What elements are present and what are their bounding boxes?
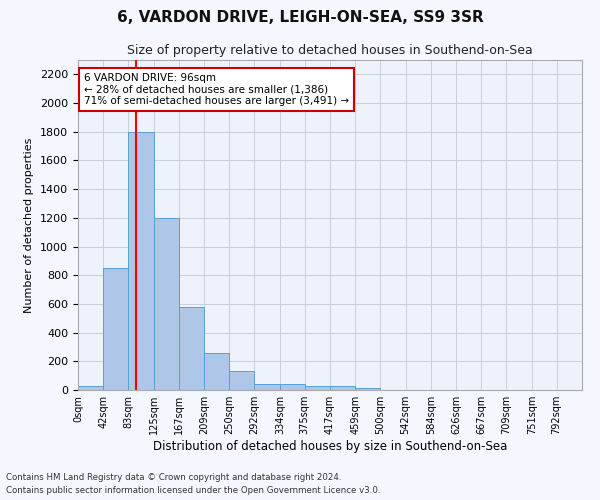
Bar bbox=[280, 384, 305, 390]
Text: 6, VARDON DRIVE, LEIGH-ON-SEA, SS9 3SR: 6, VARDON DRIVE, LEIGH-ON-SEA, SS9 3SR bbox=[116, 10, 484, 25]
Bar bbox=[355, 388, 380, 390]
Bar bbox=[330, 386, 355, 390]
Bar bbox=[128, 132, 154, 390]
Y-axis label: Number of detached properties: Number of detached properties bbox=[25, 138, 34, 312]
Title: Size of property relative to detached houses in Southend-on-Sea: Size of property relative to detached ho… bbox=[127, 44, 533, 58]
X-axis label: Distribution of detached houses by size in Southend-on-Sea: Distribution of detached houses by size … bbox=[153, 440, 507, 453]
Text: 6 VARDON DRIVE: 96sqm
← 28% of detached houses are smaller (1,386)
71% of semi-d: 6 VARDON DRIVE: 96sqm ← 28% of detached … bbox=[84, 73, 349, 106]
Bar bbox=[254, 384, 280, 390]
Bar bbox=[229, 372, 254, 390]
Bar bbox=[103, 268, 128, 390]
Bar bbox=[179, 307, 205, 390]
Bar bbox=[78, 386, 103, 390]
Bar bbox=[305, 386, 330, 390]
Bar bbox=[154, 218, 179, 390]
Bar bbox=[205, 354, 229, 390]
Text: Contains HM Land Registry data © Crown copyright and database right 2024.
Contai: Contains HM Land Registry data © Crown c… bbox=[6, 474, 380, 495]
